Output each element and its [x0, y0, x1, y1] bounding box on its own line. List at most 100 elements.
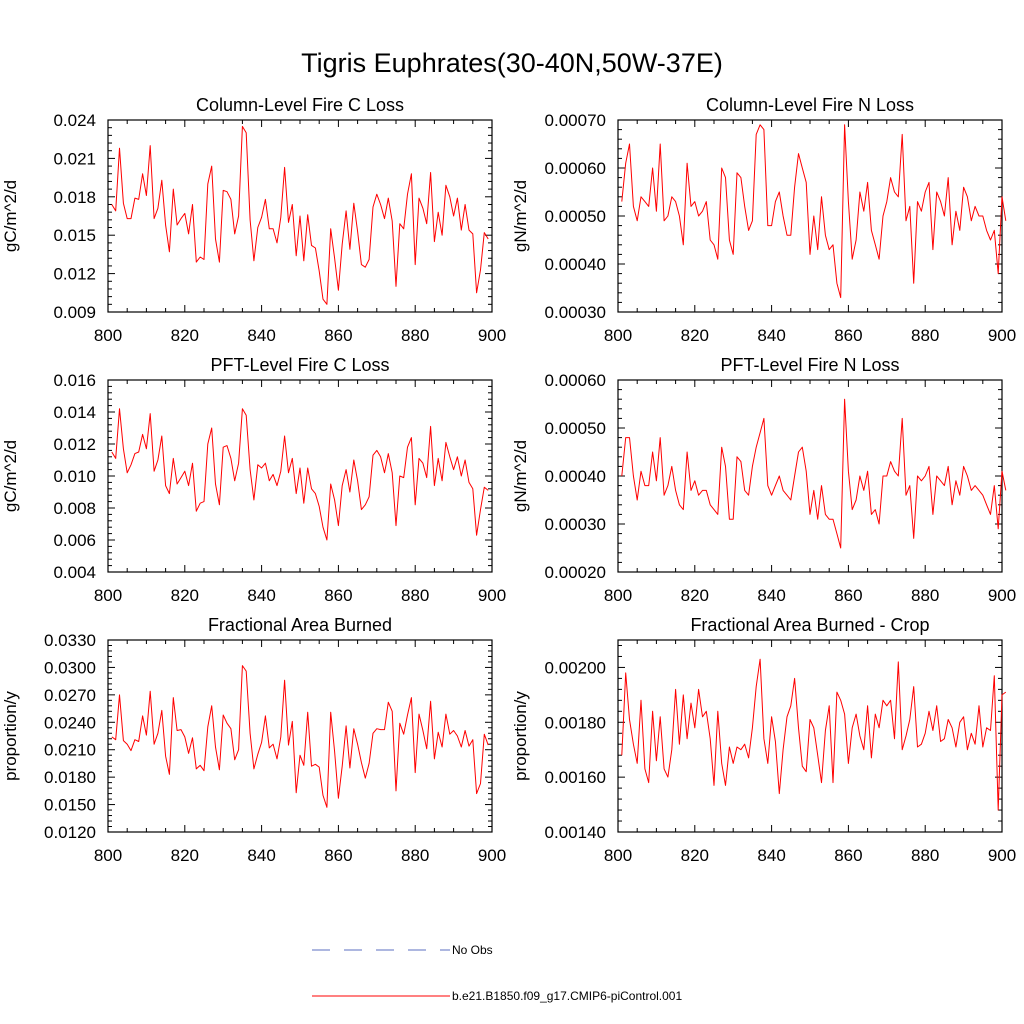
y-tick-label: 0.014	[53, 403, 96, 422]
y-axis-label: proportion/y	[1, 691, 20, 781]
x-tick-label: 840	[757, 586, 785, 605]
x-tick-label: 860	[324, 586, 352, 605]
x-tick-label: 900	[478, 326, 506, 345]
x-tick-label: 900	[988, 586, 1016, 605]
x-tick-label: 880	[401, 846, 429, 865]
legend-label-no-obs: No Obs	[452, 943, 493, 957]
y-tick-label: 0.00040	[545, 255, 606, 274]
x-tick-label: 860	[834, 326, 862, 345]
y-tick-label: 0.012	[53, 435, 96, 454]
series-line	[621, 398, 1007, 549]
y-tick-label: 0.0150	[44, 796, 96, 815]
y-axis-label: proportion/y	[511, 691, 530, 781]
x-tick-label: 820	[171, 586, 199, 605]
y-axis-label: gC/m^2/d	[1, 440, 20, 512]
x-tick-label: 800	[94, 586, 122, 605]
y-tick-label: 0.021	[53, 149, 96, 168]
plot-frame	[617, 379, 1003, 573]
chart-panel-6: Fractional Area Burned - Crop proportion/…	[511, 615, 1016, 865]
panel-title: Fractional Area Burned - Crop	[690, 615, 929, 635]
series-line	[621, 658, 1007, 811]
x-tick-label: 800	[604, 846, 632, 865]
legend: No Obs b.e21.B1850.f09_g17.CMIP6-piContr…	[312, 943, 682, 1003]
x-tick-label: 880	[401, 326, 429, 345]
x-tick-label: 880	[911, 846, 939, 865]
x-tick-label: 840	[247, 586, 275, 605]
y-tick-label: 0.004	[53, 563, 96, 582]
y-tick-label: 0.0120	[44, 823, 96, 842]
y-tick-label: 0.012	[53, 265, 96, 284]
y-tick-label: 0.0300	[44, 658, 96, 677]
x-tick-label: 860	[834, 846, 862, 865]
y-tick-label: 0.00060	[545, 371, 606, 390]
y-tick-label: 0.00050	[545, 207, 606, 226]
y-tick-label: 0.00030	[545, 303, 606, 322]
y-tick-label: 0.00140	[545, 823, 606, 842]
x-tick-label: 820	[681, 586, 709, 605]
panel-title: PFT-Level Fire C Loss	[210, 355, 389, 375]
x-tick-label: 820	[171, 326, 199, 345]
y-tick-label: 0.0240	[44, 713, 96, 732]
x-tick-label: 900	[988, 326, 1016, 345]
x-tick-label: 840	[757, 846, 785, 865]
x-tick-label: 860	[324, 326, 352, 345]
y-tick-label: 0.0210	[44, 741, 96, 760]
panel-title: PFT-Level Fire N Loss	[720, 355, 899, 375]
x-tick-label: 800	[94, 846, 122, 865]
x-tick-label: 900	[478, 586, 506, 605]
chart-panel-1: Column-Level Fire C Loss gC/m^2/d 800 820 84…	[1, 95, 506, 345]
x-tick-label: 860	[834, 586, 862, 605]
chart-panel-2: Column-Level Fire N Loss gN/m^2/d 800 820 84…	[511, 95, 1016, 345]
x-tick-label: 800	[94, 326, 122, 345]
y-tick-label: 0.024	[53, 111, 96, 130]
panel-title: Column-Level Fire N Loss	[706, 95, 914, 115]
y-axis-label: gN/m^2/d	[511, 440, 530, 512]
y-tick-label: 0.015	[53, 226, 96, 245]
y-tick-label: 0.016	[53, 371, 96, 390]
y-tick-label: 0.0270	[44, 686, 96, 705]
y-tick-label: 0.00160	[545, 768, 606, 787]
y-tick-label: 0.009	[53, 303, 96, 322]
x-tick-label: 820	[171, 846, 199, 865]
series-line	[621, 124, 1007, 299]
x-tick-label: 820	[681, 326, 709, 345]
series-line	[111, 125, 489, 305]
series-line	[111, 665, 489, 808]
y-tick-label: 0.008	[53, 499, 96, 518]
series-line	[111, 408, 489, 541]
chart-panel-3: PFT-Level Fire C Loss gC/m^2/d 800 820 840 86…	[1, 355, 506, 605]
y-tick-label: 0.010	[53, 467, 96, 486]
y-tick-label: 0.00070	[545, 111, 606, 130]
plot-frame	[617, 639, 1003, 833]
y-tick-label: 0.00180	[545, 713, 606, 732]
x-tick-label: 840	[757, 326, 785, 345]
x-tick-label: 840	[247, 846, 275, 865]
y-tick-label: 0.00040	[545, 467, 606, 486]
plot-frame	[107, 639, 493, 833]
chart-panels: Column-Level Fire C Loss gC/m^2/d 800 820 84…	[1, 95, 1016, 865]
y-tick-label: 0.018	[53, 188, 96, 207]
chart-panel-5: Fractional Area Burned proportion/y 800 820…	[1, 615, 506, 865]
x-tick-label: 900	[478, 846, 506, 865]
y-tick-label: 0.00020	[545, 563, 606, 582]
x-tick-label: 840	[247, 326, 275, 345]
x-tick-label: 800	[604, 586, 632, 605]
y-tick-label: 0.00060	[545, 159, 606, 178]
x-tick-label: 900	[988, 846, 1016, 865]
x-tick-label: 820	[681, 846, 709, 865]
chart-panel-4: PFT-Level Fire N Loss gN/m^2/d 800 820 840 86…	[511, 355, 1016, 605]
x-tick-label: 800	[604, 326, 632, 345]
plot-frame	[107, 379, 493, 573]
x-tick-label: 880	[401, 586, 429, 605]
y-tick-label: 0.00050	[545, 419, 606, 438]
y-tick-label: 0.00200	[545, 658, 606, 677]
y-axis-label: gN/m^2/d	[511, 180, 530, 252]
panel-title: Column-Level Fire C Loss	[196, 95, 404, 115]
x-tick-label: 880	[911, 326, 939, 345]
y-tick-label: 0.00030	[545, 515, 606, 534]
y-tick-label: 0.0330	[44, 631, 96, 650]
y-tick-label: 0.006	[53, 531, 96, 550]
panel-title: Fractional Area Burned	[208, 615, 392, 635]
legend-label-model: b.e21.B1850.f09_g17.CMIP6-piControl.001	[452, 989, 682, 1003]
